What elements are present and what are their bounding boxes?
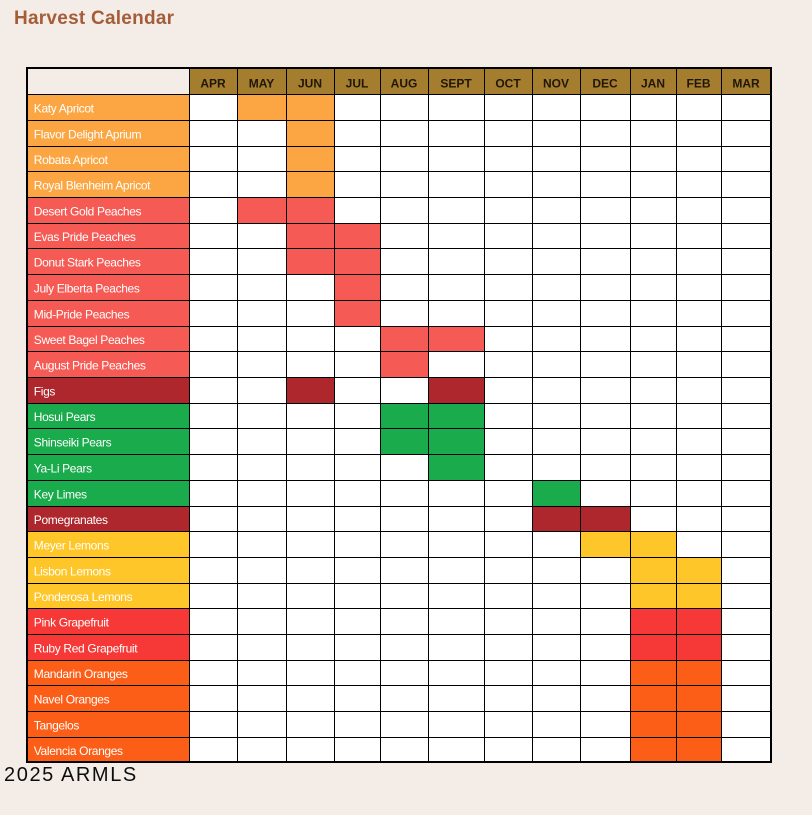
svg-text:NOV: NOV <box>543 77 569 91</box>
svg-text:Ponderosa Lemons: Ponderosa Lemons <box>34 590 133 604</box>
svg-text:OCT: OCT <box>495 77 521 91</box>
svg-text:Figs: Figs <box>34 385 56 399</box>
svg-text:Desert Gold Peaches: Desert Gold Peaches <box>34 205 142 219</box>
svg-text:JAN: JAN <box>641 77 665 91</box>
svg-text:Navel Oranges: Navel Oranges <box>34 693 110 707</box>
svg-text:Royal Blenheim Apricot: Royal Blenheim Apricot <box>34 179 151 193</box>
svg-text:FEB: FEB <box>687 77 711 91</box>
svg-text:Lisbon Lemons: Lisbon Lemons <box>34 565 111 579</box>
svg-text:Sweet Bagel Peaches: Sweet Bagel Peaches <box>34 333 145 347</box>
svg-text:MAY: MAY <box>249 77 275 91</box>
svg-text:AUG: AUG <box>391 77 418 91</box>
svg-text:Meyer Lemons: Meyer Lemons <box>34 539 110 553</box>
svg-text:Katy Apricot: Katy Apricot <box>34 102 95 116</box>
svg-text:Shinseiki Pears: Shinseiki Pears <box>34 436 112 450</box>
svg-text:Ruby Red Grapefruit: Ruby Red Grapefruit <box>34 642 138 656</box>
svg-text:Mid-Pride Peaches: Mid-Pride Peaches <box>34 308 130 322</box>
svg-text:Hosui Pears: Hosui Pears <box>34 410 96 424</box>
svg-text:Pomegranates: Pomegranates <box>34 513 108 527</box>
svg-text:August Pride Peaches: August Pride Peaches <box>34 359 146 373</box>
svg-text:Evas Pride Peaches: Evas Pride Peaches <box>34 230 136 244</box>
svg-text:MAR: MAR <box>732 77 760 91</box>
svg-text:Valencia Oranges: Valencia Oranges <box>34 744 123 758</box>
svg-text:JUN: JUN <box>298 77 322 91</box>
svg-text:Mandarin Oranges: Mandarin Oranges <box>34 667 128 681</box>
svg-text:APR: APR <box>200 77 226 91</box>
svg-text:Flavor Delight Aprium: Flavor Delight Aprium <box>34 128 142 142</box>
svg-text:DEC: DEC <box>592 77 618 91</box>
svg-text:Pink Grapefruit: Pink Grapefruit <box>34 616 110 630</box>
svg-text:Donut Stark Peaches: Donut Stark Peaches <box>34 256 141 270</box>
svg-text:Key Limes: Key Limes <box>34 488 87 502</box>
svg-text:JUL: JUL <box>346 77 369 91</box>
svg-text:SEPT: SEPT <box>440 77 472 91</box>
svg-text:Tangelos: Tangelos <box>34 719 80 733</box>
svg-text:Robata Apricot: Robata Apricot <box>34 153 109 167</box>
svg-text:Ya-Li Pears: Ya-Li Pears <box>34 462 92 476</box>
svg-text:July Elberta Peaches: July Elberta Peaches <box>34 282 140 296</box>
